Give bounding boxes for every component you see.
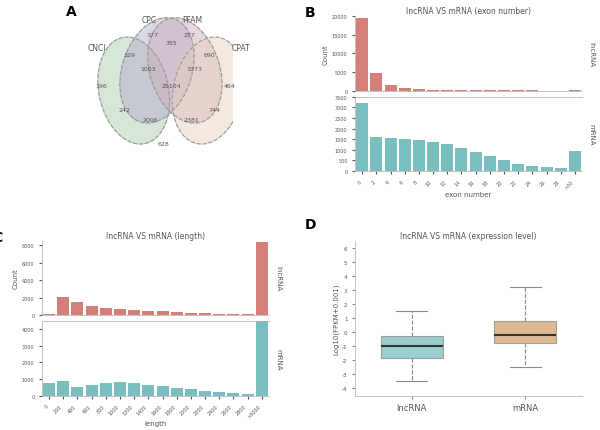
- Text: CNCI: CNCI: [88, 43, 106, 52]
- Text: 744: 744: [208, 108, 220, 112]
- Bar: [526, 166, 538, 172]
- Text: CPC: CPC: [142, 16, 157, 25]
- Y-axis label: Count: Count: [13, 268, 19, 289]
- Ellipse shape: [148, 19, 222, 124]
- PathPatch shape: [494, 321, 556, 344]
- Bar: [157, 312, 169, 316]
- Text: 196: 196: [95, 84, 107, 89]
- Bar: [455, 148, 467, 172]
- Bar: [385, 86, 397, 92]
- Text: 1063: 1063: [140, 67, 155, 72]
- Bar: [385, 139, 397, 172]
- Bar: [370, 74, 382, 92]
- Text: mRNA: mRNA: [275, 348, 281, 369]
- Bar: [227, 393, 239, 396]
- Bar: [114, 309, 126, 316]
- Bar: [242, 314, 254, 316]
- Text: PFAM: PFAM: [182, 16, 203, 25]
- Text: 242: 242: [118, 108, 130, 112]
- Bar: [71, 387, 83, 396]
- Bar: [370, 138, 382, 172]
- Bar: [57, 381, 69, 396]
- Bar: [57, 298, 69, 316]
- Text: 464: 464: [224, 84, 236, 89]
- Ellipse shape: [172, 38, 244, 145]
- Bar: [199, 391, 211, 396]
- Bar: [498, 161, 510, 172]
- Bar: [170, 388, 183, 396]
- Bar: [100, 383, 112, 396]
- Ellipse shape: [120, 19, 194, 124]
- Bar: [256, 242, 268, 316]
- Bar: [128, 383, 140, 396]
- Bar: [114, 382, 126, 396]
- Bar: [455, 91, 467, 92]
- Text: CPAT: CPAT: [231, 43, 250, 52]
- Text: 628: 628: [157, 141, 169, 146]
- Bar: [100, 308, 112, 316]
- Title: lncRNA VS mRNA (length): lncRNA VS mRNA (length): [106, 231, 205, 240]
- Bar: [356, 19, 368, 92]
- Bar: [128, 310, 140, 316]
- Bar: [441, 145, 454, 172]
- Bar: [399, 89, 411, 92]
- Bar: [484, 157, 496, 172]
- Bar: [512, 164, 524, 172]
- Text: B: B: [305, 6, 316, 20]
- Bar: [399, 140, 411, 172]
- Text: 690: 690: [204, 53, 215, 58]
- Text: 25104: 25104: [161, 84, 181, 89]
- Bar: [185, 389, 197, 396]
- Bar: [213, 392, 225, 396]
- Bar: [157, 387, 169, 396]
- Bar: [86, 306, 98, 316]
- Y-axis label: Count: Count: [323, 44, 329, 64]
- Text: 355: 355: [165, 41, 177, 46]
- Bar: [569, 91, 581, 92]
- Text: 2381: 2381: [183, 118, 199, 123]
- Bar: [427, 91, 439, 92]
- Text: 329: 329: [123, 53, 135, 58]
- Text: lncRNA: lncRNA: [275, 266, 281, 291]
- Bar: [142, 385, 154, 396]
- Bar: [541, 168, 553, 172]
- Bar: [441, 91, 454, 92]
- Bar: [142, 311, 154, 316]
- Bar: [86, 385, 98, 396]
- Bar: [170, 312, 183, 316]
- Text: 377: 377: [146, 33, 158, 38]
- Y-axis label: Log10(FPKM+0.001): Log10(FPKM+0.001): [332, 283, 339, 354]
- Bar: [555, 169, 567, 172]
- Bar: [413, 90, 425, 92]
- Title: lncRNA VS mRNA (expression level): lncRNA VS mRNA (expression level): [400, 231, 537, 240]
- Bar: [199, 313, 211, 316]
- X-axis label: length: length: [144, 420, 167, 426]
- Bar: [242, 394, 254, 396]
- Bar: [256, 321, 268, 396]
- Text: lncRNA: lncRNA: [589, 42, 595, 67]
- Text: 2006: 2006: [143, 118, 158, 123]
- Text: C: C: [0, 230, 2, 244]
- Bar: [43, 314, 55, 316]
- Text: D: D: [305, 218, 317, 232]
- Bar: [470, 153, 482, 172]
- Bar: [356, 104, 368, 172]
- Bar: [71, 302, 83, 316]
- Text: A: A: [65, 5, 76, 19]
- Title: lncRNA VS mRNA (exon number): lncRNA VS mRNA (exon number): [406, 7, 531, 16]
- PathPatch shape: [380, 337, 443, 358]
- Text: mRNA: mRNA: [589, 124, 595, 145]
- Bar: [43, 383, 55, 396]
- Bar: [413, 141, 425, 172]
- Bar: [569, 151, 581, 172]
- Bar: [213, 314, 225, 316]
- X-axis label: exon number: exon number: [445, 191, 491, 197]
- Bar: [470, 91, 482, 92]
- Bar: [427, 143, 439, 172]
- Ellipse shape: [98, 38, 170, 145]
- Text: 257: 257: [184, 33, 196, 38]
- Bar: [227, 314, 239, 316]
- Bar: [185, 313, 197, 316]
- Text: 3373: 3373: [186, 67, 202, 72]
